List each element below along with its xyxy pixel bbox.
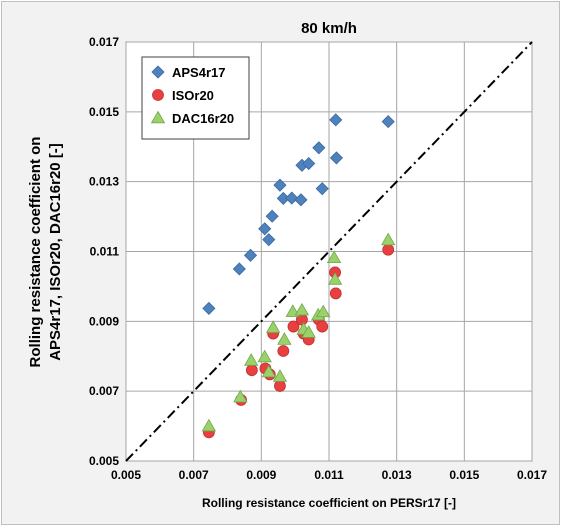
x-tick-label: 0.011 <box>314 468 344 482</box>
DAC16r20-point <box>316 304 331 318</box>
legend-marker-DAC16r20 <box>150 110 166 124</box>
series-DAC16r20 <box>201 232 396 432</box>
y-axis-label: Rolling resistance coefficient on APS4r1… <box>27 137 64 368</box>
DAC16r20-point <box>301 325 316 338</box>
reference-line-1to1 <box>125 41 533 462</box>
reference-line <box>125 41 533 462</box>
APS4r17-point <box>312 141 326 155</box>
x-tick-labels: 0.005 0.007 0.009 0.011 0.013 0.015 0.017 <box>111 468 547 482</box>
APS4r17-point <box>243 248 258 262</box>
y-tick-labels: 0.005 0.007 0.009 0.011 0.013 0.015 0.017 <box>89 35 119 468</box>
y-axis-label-line-1: Rolling resistance coefficient on <box>27 137 44 368</box>
x-tick-label: 0.007 <box>179 468 209 482</box>
ISOr20-point <box>287 320 300 333</box>
y-tick-label: 0.017 <box>89 35 119 49</box>
chart-title: 80 km/h <box>301 20 357 37</box>
DAC16r20-point <box>272 369 288 382</box>
ISOr20-point <box>245 364 258 377</box>
y-tick-label: 0.005 <box>89 454 119 468</box>
APS4r17-point <box>381 115 395 129</box>
DAC16r20-point <box>326 250 342 264</box>
APS4r17-point <box>202 301 216 315</box>
legend-marker-APS4r17 <box>151 65 165 79</box>
y-axis-label-line-2: APS4r17, ISOr20, DAC16r20 [-] <box>47 143 64 361</box>
DAC16r20-point <box>265 320 281 333</box>
DAC16r20-point <box>243 353 259 366</box>
x-axis-label: Rolling resistance coefficient on PERSr1… <box>202 496 456 510</box>
DAC16r20-point <box>327 272 343 285</box>
APS4r17-point <box>265 209 279 223</box>
legend-label-APS4r17: APS4r17 <box>172 65 225 80</box>
y-tick-label: 0.013 <box>89 175 119 189</box>
data-points <box>201 113 396 439</box>
APS4r17-point <box>285 191 299 205</box>
series-APS4r17 <box>202 113 395 315</box>
DAC16r20-point <box>294 302 310 316</box>
x-tick-label: 0.013 <box>382 468 412 482</box>
y-tick-label: 0.009 <box>89 314 119 328</box>
APS4r17-point <box>258 222 272 236</box>
APS4r17-point <box>294 193 308 207</box>
APS4r17-point <box>315 182 329 196</box>
APS4r17-point <box>273 178 287 192</box>
y-tick-label: 0.011 <box>90 245 120 259</box>
ISOr20-point <box>316 320 329 333</box>
DAC16r20-point <box>277 332 292 345</box>
DAC16r20-point <box>257 349 272 363</box>
DAC16r20-point <box>261 364 276 378</box>
DAC16r20-point <box>201 418 217 432</box>
ISOr20-point <box>274 380 286 392</box>
DAC16r20-point <box>233 389 248 403</box>
APS4r17-point <box>232 262 246 276</box>
x-tick-label: 0.015 <box>449 468 479 482</box>
y-tick-label: 0.007 <box>89 384 119 398</box>
ISOr20-point <box>277 345 290 357</box>
x-tick-label: 0.017 <box>517 468 547 482</box>
APS4r17-point <box>302 156 316 171</box>
legend-label-ISOr20: ISOr20 <box>172 88 214 103</box>
APS4r17-point <box>329 151 344 165</box>
x-tick-label: 0.009 <box>246 468 276 482</box>
legend-marker-ISOr20 <box>152 89 164 101</box>
APS4r17-point <box>262 233 276 247</box>
ISOr20-point <box>382 243 395 256</box>
x-tick-label: 0.005 <box>111 468 141 482</box>
DAC16r20-point <box>381 232 396 246</box>
APS4r17-point <box>329 113 343 127</box>
legend-label-DAC16r20: DAC16r20 <box>172 111 234 126</box>
ISOr20-point <box>329 287 342 300</box>
legend: APS4r17 ISOr20 DAC16r20 <box>141 56 250 140</box>
y-tick-label: 0.015 <box>89 105 119 119</box>
